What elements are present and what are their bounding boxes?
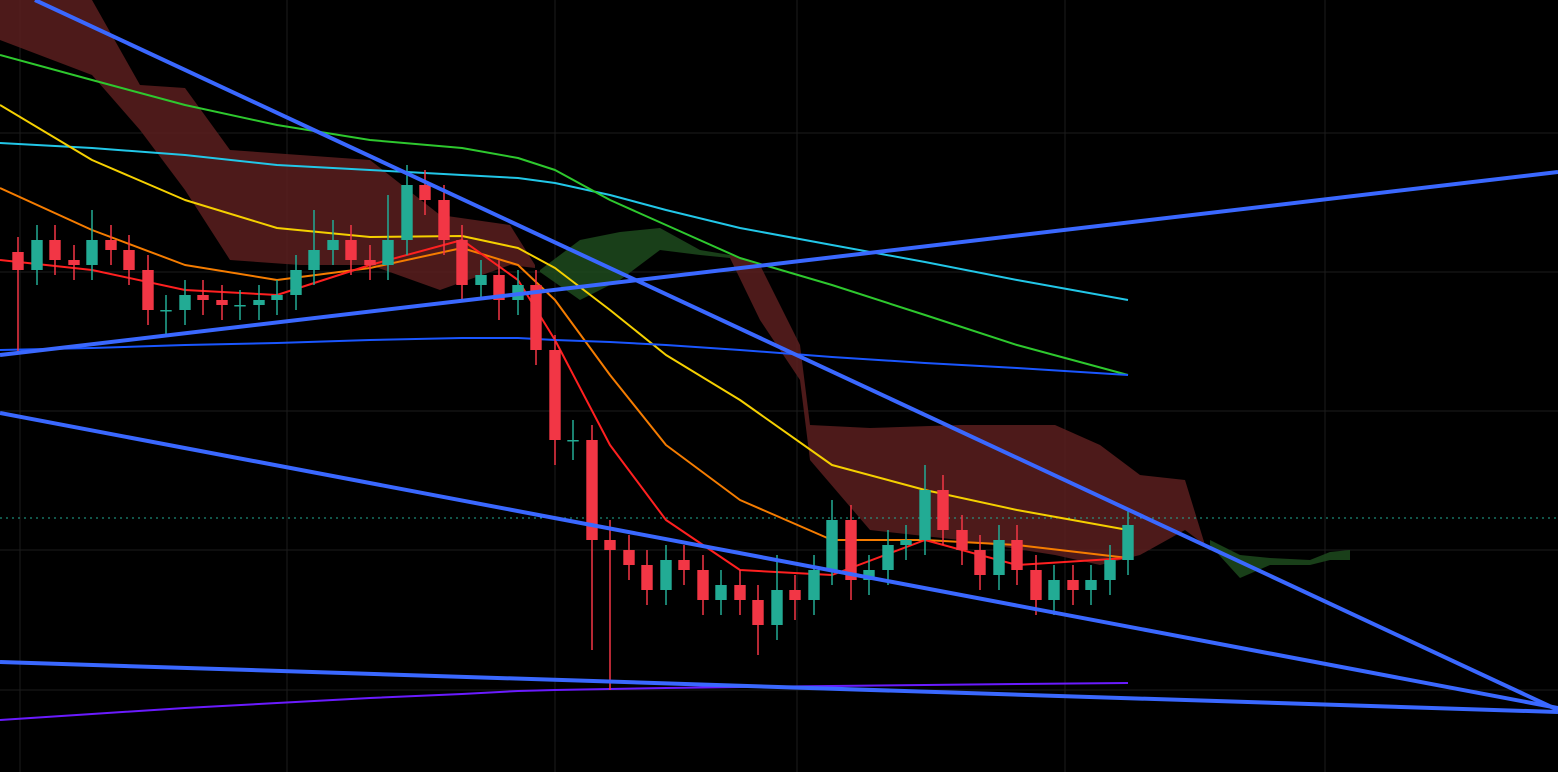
candle-body [956, 530, 968, 550]
candle-body [789, 590, 801, 600]
candle-body [216, 300, 228, 305]
candle-body [382, 240, 394, 265]
candle-body [1122, 525, 1134, 560]
candle-body [253, 300, 265, 305]
candle-body [401, 185, 413, 240]
candle-body [1085, 580, 1097, 590]
cloud [540, 228, 730, 300]
moving-average [0, 54, 1129, 376]
candle-body [863, 570, 875, 580]
candle-body [419, 185, 431, 200]
candle-body [105, 240, 117, 250]
candle-body [142, 270, 154, 310]
candle-body [475, 275, 487, 285]
candle-body [845, 520, 857, 580]
candle-body [586, 440, 598, 540]
candle-body [308, 250, 320, 270]
candle-body [68, 260, 80, 265]
candle-body [271, 295, 283, 300]
candle-body [974, 550, 986, 575]
candle-body [660, 560, 672, 590]
candle-body [456, 240, 468, 285]
candle-body [49, 240, 61, 260]
candle-body [493, 275, 505, 300]
candle-body [12, 252, 24, 270]
candle-body [567, 440, 579, 442]
cloud [0, 0, 535, 290]
candle-body [937, 490, 949, 530]
candle-body [1048, 580, 1060, 600]
trend-line [0, 411, 1558, 710]
candle-body [882, 545, 894, 570]
candle-body [327, 240, 339, 250]
trend-line [34, 0, 1558, 712]
candle-body [31, 240, 43, 270]
candle-body [160, 310, 172, 312]
candle-body [345, 240, 357, 260]
candle-body [826, 520, 838, 570]
candle-body [734, 585, 746, 600]
cloud [1210, 540, 1350, 578]
moving-average [0, 104, 1129, 531]
candle-body [530, 285, 542, 350]
candle-body [697, 570, 709, 600]
candle-body [715, 585, 727, 600]
candle-body [900, 540, 912, 545]
candle-body [197, 295, 209, 300]
moving-average [0, 682, 1129, 721]
candle-body [604, 540, 616, 550]
candle-body [290, 270, 302, 295]
trend-line [0, 170, 1558, 357]
candle-body [771, 590, 783, 625]
moving-average [0, 142, 1129, 301]
candle-body [234, 305, 246, 307]
candle-body [808, 570, 820, 600]
candle-body [678, 560, 690, 570]
candle-body [86, 240, 98, 265]
candle-body [1011, 540, 1023, 570]
moving-average [0, 187, 1129, 559]
candle-body [179, 295, 191, 310]
candle-body [123, 250, 135, 270]
candle-body [993, 540, 1005, 575]
candle-body [623, 550, 635, 565]
candle-body [919, 490, 931, 540]
candle-body [1067, 580, 1079, 590]
candle-body [1030, 570, 1042, 600]
cloud [730, 255, 1205, 565]
trend-line [0, 660, 1558, 714]
candle-body [438, 200, 450, 240]
candle-body [549, 350, 561, 440]
candle-body [1104, 560, 1116, 580]
candle-body [752, 600, 764, 625]
candle-body [641, 565, 653, 590]
candle-body [364, 260, 376, 265]
